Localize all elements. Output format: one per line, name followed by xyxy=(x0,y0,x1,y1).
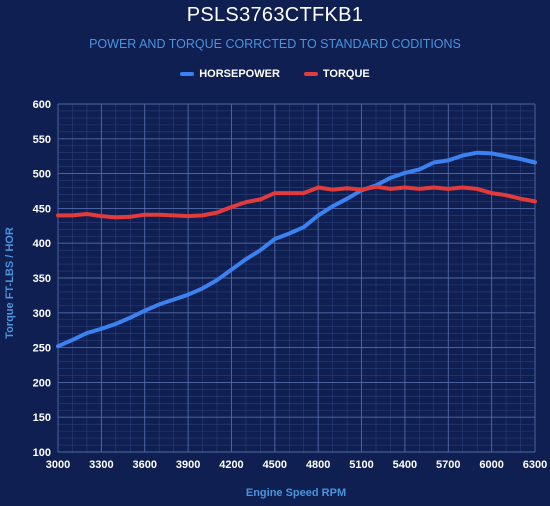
y-axis-ticks: 100 150 200 250 300 350 400 450 500 550 600 xyxy=(33,99,51,459)
series-lines xyxy=(56,150,537,349)
y-tick-label: 350 xyxy=(33,273,51,285)
y-tick-label: 450 xyxy=(33,203,51,215)
x-tick-label: 4200 xyxy=(219,459,243,471)
chart-title: PSLS3763CTFKB1 xyxy=(186,4,364,26)
x-tick-label: 5100 xyxy=(349,459,373,471)
series-line-torque xyxy=(56,184,537,220)
x-axis-ticks: 3000 3300 3600 3900 4200 4500 4800 5100 5400 5700… xyxy=(46,459,547,471)
legend-swatch-torque xyxy=(303,72,318,76)
x-tick-label: 5400 xyxy=(393,459,417,471)
y-tick-label: 100 xyxy=(33,447,51,459)
y-tick-label: 200 xyxy=(33,377,51,389)
y-tick-label: 600 xyxy=(33,99,51,111)
x-tick-label: 5700 xyxy=(436,459,460,471)
x-tick-label: 6000 xyxy=(479,459,503,471)
x-tick-label: 6300 xyxy=(523,459,547,471)
series-line-horsepower xyxy=(56,150,537,349)
legend-label-torque: TORQUE xyxy=(322,68,370,80)
y-tick-label: 550 xyxy=(33,134,51,146)
legend-item-horsepower[interactable]: HORSEPOWER xyxy=(180,68,280,80)
x-tick-label: 3600 xyxy=(132,459,156,471)
x-tick-label: 3300 xyxy=(89,459,113,471)
y-axis-title: Torque FT-LBS / HOR xyxy=(4,227,16,339)
chart-legend: HORSEPOWER TORQUE xyxy=(0,68,550,80)
y-tick-label: 500 xyxy=(33,169,51,181)
legend-item-torque[interactable]: TORQUE xyxy=(303,68,370,80)
x-tick-label: 4500 xyxy=(263,459,287,471)
y-tick-label: 300 xyxy=(33,308,51,320)
x-axis-title: Engine Speed RPM xyxy=(246,487,346,499)
x-tick-label: 4800 xyxy=(306,459,330,471)
major-grid xyxy=(57,103,536,453)
legend-swatch-horsepower xyxy=(180,72,195,76)
x-tick-label: 3900 xyxy=(176,459,200,471)
y-tick-label: 150 xyxy=(33,412,51,424)
chart-subtitle: POWER AND TORQUE CORRCTED TO STANDARD CO… xyxy=(89,37,461,51)
y-tick-label: 400 xyxy=(33,238,51,250)
x-tick-label: 3000 xyxy=(46,459,70,471)
legend-label-horsepower: HORSEPOWER xyxy=(199,68,280,80)
y-tick-label: 250 xyxy=(33,343,51,355)
